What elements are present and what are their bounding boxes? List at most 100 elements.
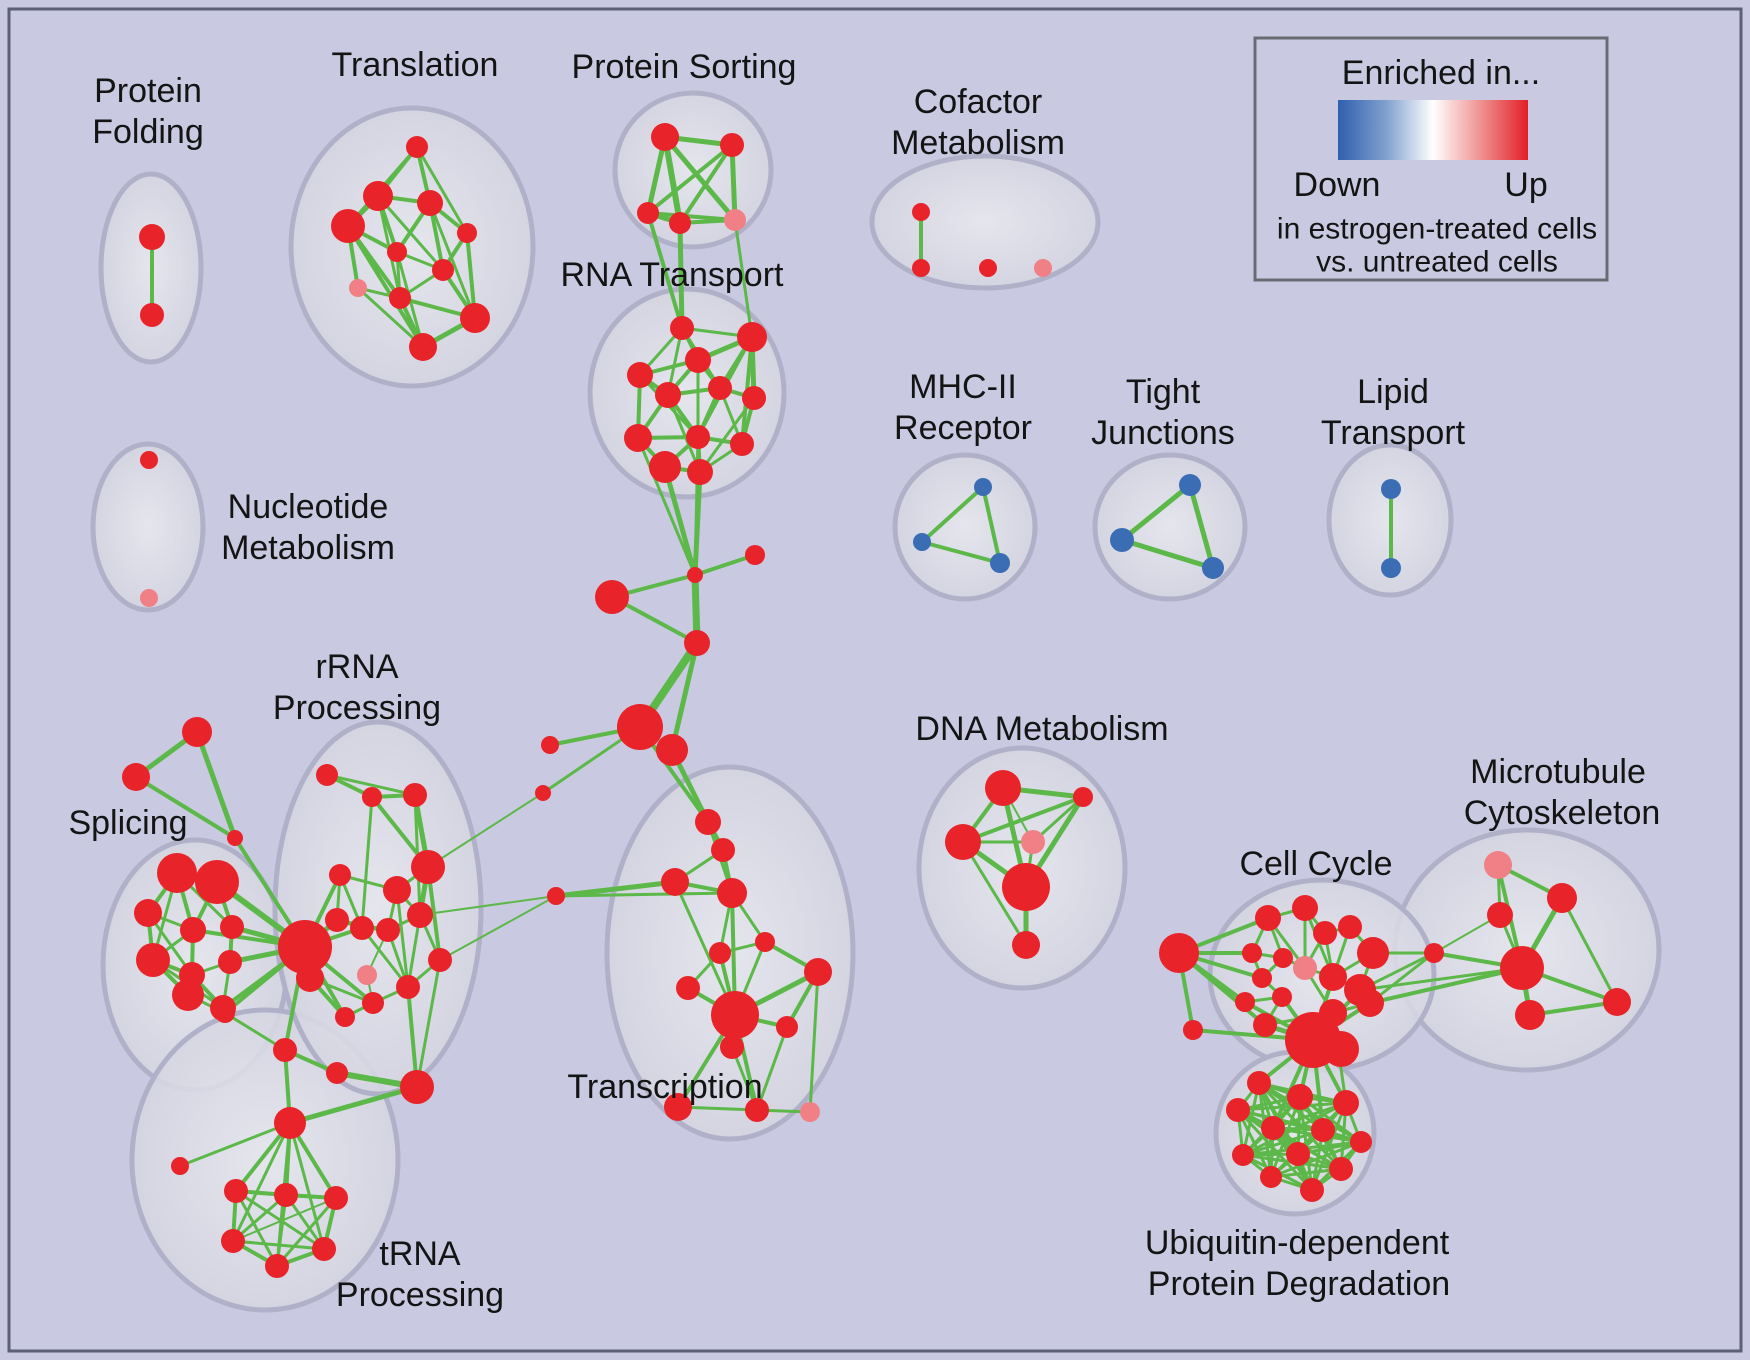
node-d5 xyxy=(1002,863,1050,911)
node-r12 xyxy=(396,975,420,999)
node-rt10 xyxy=(730,432,754,456)
node-tr1 xyxy=(695,809,721,835)
node-ti xyxy=(171,1157,189,1175)
edge-rt11-j1 xyxy=(662,464,698,578)
node-tl6 xyxy=(387,242,407,262)
node-c2 xyxy=(1292,895,1318,921)
node-rt8 xyxy=(624,424,652,452)
node-mt5 xyxy=(1603,988,1631,1016)
cluster-ellipse-trna-processing xyxy=(129,1007,401,1313)
edge-t1-t6 xyxy=(234,1189,279,1268)
node-jr xyxy=(745,545,765,565)
node-ps3 xyxy=(637,202,659,224)
edge-tr7-tr13 xyxy=(808,970,820,1114)
cluster-label: Cell Cycle xyxy=(1239,845,1392,883)
node-mh3 xyxy=(990,553,1010,573)
edge-r2-r8 xyxy=(360,795,374,930)
node-nm2 xyxy=(140,589,158,607)
edge-rt7-rt12 xyxy=(698,396,756,474)
node-ch2 xyxy=(1323,1031,1359,1067)
node-mh2 xyxy=(913,533,931,551)
node-mp xyxy=(1484,851,1512,879)
edge-mt1-mt5 xyxy=(1560,896,1619,1004)
node-u1 xyxy=(1247,1071,1271,1095)
node-u2 xyxy=(1287,1084,1313,1110)
cluster-label: Processing xyxy=(273,689,441,727)
node-mth xyxy=(1500,946,1544,990)
node-tr2 xyxy=(711,838,735,862)
node-rt12 xyxy=(687,459,713,485)
node-r10 xyxy=(407,902,433,928)
edge-j2-hub2 xyxy=(669,640,700,753)
node-rt3 xyxy=(685,347,711,373)
node-u7 xyxy=(1350,1131,1372,1153)
node-th xyxy=(274,1107,306,1139)
node-s3 xyxy=(227,830,243,846)
node-r3 xyxy=(403,783,427,807)
node-u11 xyxy=(1260,1166,1282,1188)
edge-mh1-mh2 xyxy=(920,485,985,544)
node-sp3 xyxy=(134,899,162,927)
edge-l3-tr3 xyxy=(553,879,678,899)
edge-mth-c10 xyxy=(1358,966,1524,992)
node-tl8 xyxy=(349,279,367,297)
cluster-label: Translation xyxy=(332,46,499,84)
node-rt7 xyxy=(742,386,766,410)
edge-tl4-tl11 xyxy=(346,224,425,349)
cluster-label: RNA Transport xyxy=(561,256,785,294)
node-tr6 xyxy=(709,942,731,964)
cluster-label: MHC-II xyxy=(909,368,1017,406)
node-cp xyxy=(1293,956,1317,980)
node-tl7 xyxy=(432,259,454,281)
cluster-label: Cytoskeleton xyxy=(1464,794,1661,832)
node-d4 xyxy=(1021,830,1045,854)
edge-r1-r3 xyxy=(325,773,417,797)
edge-ps2-ps5 xyxy=(729,142,738,223)
node-t2 xyxy=(274,1183,298,1207)
node-sp6 xyxy=(136,943,170,977)
node-tl9 xyxy=(389,287,411,309)
edge-s2-s3 xyxy=(134,775,237,840)
edge-ps5-rt2 xyxy=(733,218,754,339)
node-mt1 xyxy=(1547,883,1577,913)
cluster-ellipse-mhc-ii-receptor xyxy=(892,452,1038,602)
cluster-label: Ubiquitin-dependent xyxy=(1145,1224,1450,1262)
node-ps1 xyxy=(651,123,679,151)
node-c12 xyxy=(1272,987,1292,1007)
node-rt1 xyxy=(670,316,694,340)
node-hub2 xyxy=(656,734,688,766)
node-tr12 xyxy=(745,1098,769,1122)
node-j2 xyxy=(684,630,710,656)
node-pf1 xyxy=(139,224,165,250)
nodes xyxy=(122,123,1631,1278)
legend: Enriched in... Down Up in estrogen-treated … xyxy=(1253,36,1609,282)
cluster-label: tRNA xyxy=(379,1235,461,1273)
node-u5 xyxy=(1261,1116,1285,1140)
edge-ps1-ps5 xyxy=(662,134,738,223)
node-tj1 xyxy=(1179,474,1201,496)
node-rt2 xyxy=(737,322,767,352)
cluster-label: Microtubule xyxy=(1470,753,1646,791)
node-c15 xyxy=(1183,1020,1203,1040)
node-r9 xyxy=(376,918,400,942)
edge-d3-d6 xyxy=(961,840,1028,947)
node-cf2 xyxy=(912,259,930,277)
node-u9 xyxy=(1286,1142,1310,1166)
node-tl2 xyxy=(363,181,393,211)
node-sp8 xyxy=(218,950,242,974)
node-d1 xyxy=(985,770,1021,806)
node-tl3 xyxy=(417,190,443,216)
node-c11 xyxy=(1235,992,1255,1012)
node-t3 xyxy=(324,1186,348,1210)
edge-tj2-tj3 xyxy=(1119,537,1216,571)
node-s2 xyxy=(122,763,150,791)
node-r14 xyxy=(335,1007,355,1027)
node-r5 xyxy=(383,876,411,904)
node-c4 xyxy=(1338,915,1362,939)
edge-th-t4 xyxy=(231,1121,292,1243)
node-c5 xyxy=(1242,943,1262,963)
edge-mth-c14 xyxy=(1368,966,1524,1005)
legend-down-label: Down xyxy=(1294,166,1381,204)
node-hubl2 xyxy=(296,964,324,992)
